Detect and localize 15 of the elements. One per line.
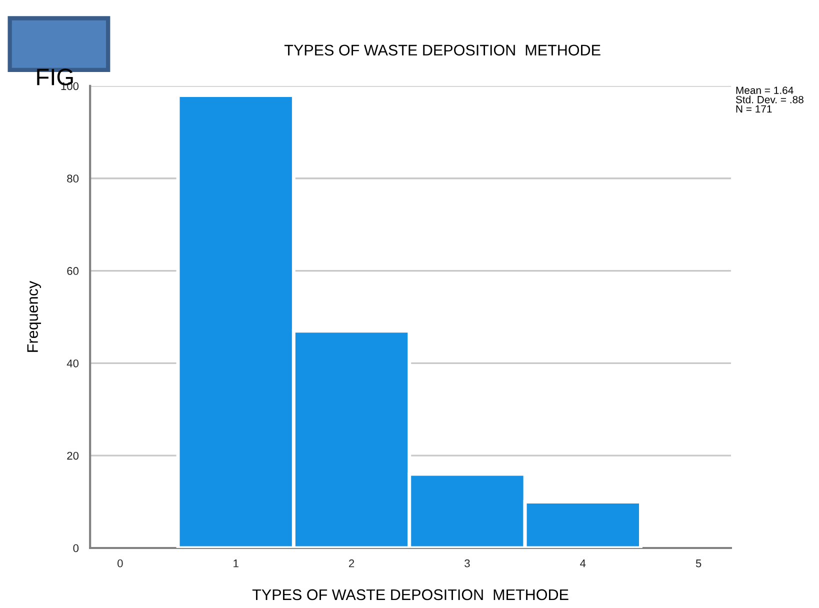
text: Mean = 1.64 Std. Dev. = .88 N = 171 xyxy=(736,86,804,113)
y-tick-label: 60 xyxy=(67,267,79,275)
x-axis-title: TYPES OF WASTE DEPOSITION METHODE xyxy=(252,589,568,600)
chart-title: TYPES OF WASTE DEPOSITION METHODE xyxy=(284,44,600,56)
y-tick-label: 0 xyxy=(73,544,79,552)
x-tick-label: 3 xyxy=(464,559,470,568)
x-tick-label: 5 xyxy=(696,560,702,568)
x-tick-label: 4 xyxy=(580,560,586,568)
y-axis-title: Frequency xyxy=(27,280,41,352)
x-tick-label: 2 xyxy=(348,559,354,568)
y-tick-label: 20 xyxy=(67,452,79,460)
x-tick-label: 1 xyxy=(234,560,238,568)
x-tick-label: 0 xyxy=(118,559,123,568)
y-tick-label: 40 xyxy=(66,359,79,368)
y-tick-label: 80 xyxy=(67,174,79,183)
